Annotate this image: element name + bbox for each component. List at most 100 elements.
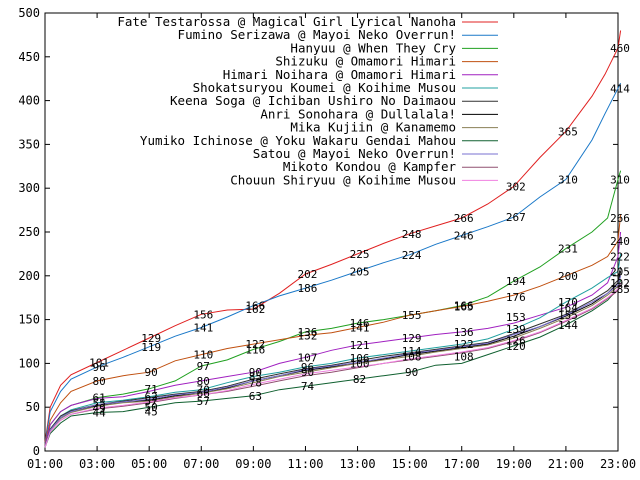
data-label: 205 <box>610 265 630 278</box>
data-label: 155 <box>558 309 578 322</box>
data-label: 144 <box>558 319 578 332</box>
series-line <box>44 82 622 445</box>
data-label: 70 <box>197 384 210 397</box>
x-tick-label: 17:00 <box>444 457 480 471</box>
series-line <box>44 271 622 447</box>
legend-entry-label: Yumiko Ichinose @ Yoku Wakaru Gendai Mah… <box>140 133 456 148</box>
legend-entry-label: Himari Noihara @ Omamori Himari <box>223 67 456 82</box>
data-label: 90 <box>301 366 314 379</box>
axis-ticks: 0 50 100 150 200 250 300 350 400 450 500 01:00 03:00… <box>18 6 636 471</box>
data-label: 414 <box>610 82 630 95</box>
data-label: 108 <box>454 350 474 363</box>
x-tick-label: 23:00 <box>600 457 636 471</box>
data-label: 66 <box>197 387 210 400</box>
series-line <box>44 275 622 447</box>
y-tick-label: 350 <box>18 137 40 151</box>
y-tick-label: 500 <box>18 6 40 20</box>
data-label: 141 <box>193 321 213 334</box>
data-label: 185 <box>610 283 630 296</box>
data-label: 166 <box>245 300 265 313</box>
series-line <box>44 214 622 446</box>
data-label: 62 <box>145 391 158 404</box>
data-label: 114 <box>402 345 422 358</box>
data-label: 110 <box>193 349 213 362</box>
data-label: 222 <box>610 251 630 264</box>
data-label: 225 <box>350 248 370 261</box>
data-label: 460 <box>610 42 630 55</box>
y-tick-label: 100 <box>18 356 40 370</box>
data-label: 186 <box>298 282 318 295</box>
data-label: 122 <box>245 338 265 351</box>
data-label: 156 <box>193 308 213 321</box>
data-label: 106 <box>350 352 370 365</box>
data-label: 74 <box>301 380 315 393</box>
data-label: 57 <box>197 395 210 408</box>
data-label: 139 <box>506 323 526 336</box>
data-label: 248 <box>402 228 422 241</box>
data-label: 202 <box>298 268 318 281</box>
x-tick-label: 15:00 <box>392 457 428 471</box>
y-tick-label: 50 <box>26 400 40 414</box>
series-line <box>44 231 622 446</box>
data-label: 61 <box>92 392 105 405</box>
data-label: 365 <box>558 125 578 138</box>
y-tick-label: 450 <box>18 50 40 64</box>
y-tick-label: 250 <box>18 225 40 239</box>
series-line <box>44 280 622 448</box>
legend-entry-label: Anri Sonohara @ Dullalala! <box>260 106 456 121</box>
data-label: 200 <box>558 270 578 283</box>
legend-entry-label: Keena Soga @ Ichiban Ushiro No Daimaou <box>170 93 456 108</box>
x-tick-label: 01:00 <box>27 457 63 471</box>
data-label: 90 <box>405 366 418 379</box>
data-label: 267 <box>506 211 526 224</box>
data-label: 129 <box>141 332 161 345</box>
data-label: 45 <box>145 406 158 419</box>
legend-entry-label: Mikoto Kondou @ Kampfer <box>283 159 457 174</box>
series-line <box>44 282 622 448</box>
data-label: 240 <box>610 235 630 248</box>
legend-entry-label: Chouun Shiryuu @ Koihime Musou <box>230 172 456 187</box>
series-line <box>44 253 622 447</box>
x-tick-label: 03:00 <box>79 457 115 471</box>
data-label: 162 <box>245 303 265 316</box>
data-label: 44 <box>92 406 106 419</box>
data-label: 71 <box>145 383 158 396</box>
data-label: 302 <box>506 180 526 193</box>
data-label: 310 <box>558 173 578 186</box>
x-tick-label: 19:00 <box>496 457 532 471</box>
data-label: 136 <box>298 326 318 339</box>
data-label: 80 <box>197 375 210 388</box>
series-lines <box>44 30 622 448</box>
data-label: 120 <box>506 340 526 353</box>
data-label: 50 <box>145 401 158 414</box>
y-tick-label: 0 <box>33 444 40 458</box>
data-label: 121 <box>350 339 370 352</box>
data-label: 108 <box>402 350 422 363</box>
data-label: 176 <box>506 291 526 304</box>
data-label: 57 <box>145 395 158 408</box>
data-label: 97 <box>197 360 210 373</box>
data-label: 153 <box>506 311 526 324</box>
data-label: 116 <box>245 343 265 356</box>
data-label: 96 <box>301 361 314 374</box>
data-label: 266 <box>610 212 630 225</box>
data-label: 141 <box>350 321 370 334</box>
y-tick-label: 300 <box>18 181 40 195</box>
data-label: 224 <box>402 249 422 262</box>
legend-entry-label: Shokatsuryou Koumei @ Koihime Musou <box>193 80 456 95</box>
data-label: 80 <box>92 375 105 388</box>
data-label: 194 <box>506 275 526 288</box>
data-label: 266 <box>454 212 474 225</box>
data-label: 231 <box>558 243 578 256</box>
data-label: 90 <box>145 366 158 379</box>
x-tick-label: 21:00 <box>548 457 584 471</box>
data-label: 122 <box>454 338 474 351</box>
data-label: 90 <box>249 366 262 379</box>
legend-entry-label: Fumino Serizawa @ Mayoi Neko Overrun! <box>178 27 456 42</box>
series-line <box>44 266 622 447</box>
y-tick-label: 200 <box>18 269 40 283</box>
data-label: 129 <box>402 332 422 345</box>
data-label: 55 <box>92 397 105 410</box>
y-tick-label: 150 <box>18 313 40 327</box>
legend: Fate Testarossa @ Magical Girl Lyrical N… <box>117 14 498 187</box>
